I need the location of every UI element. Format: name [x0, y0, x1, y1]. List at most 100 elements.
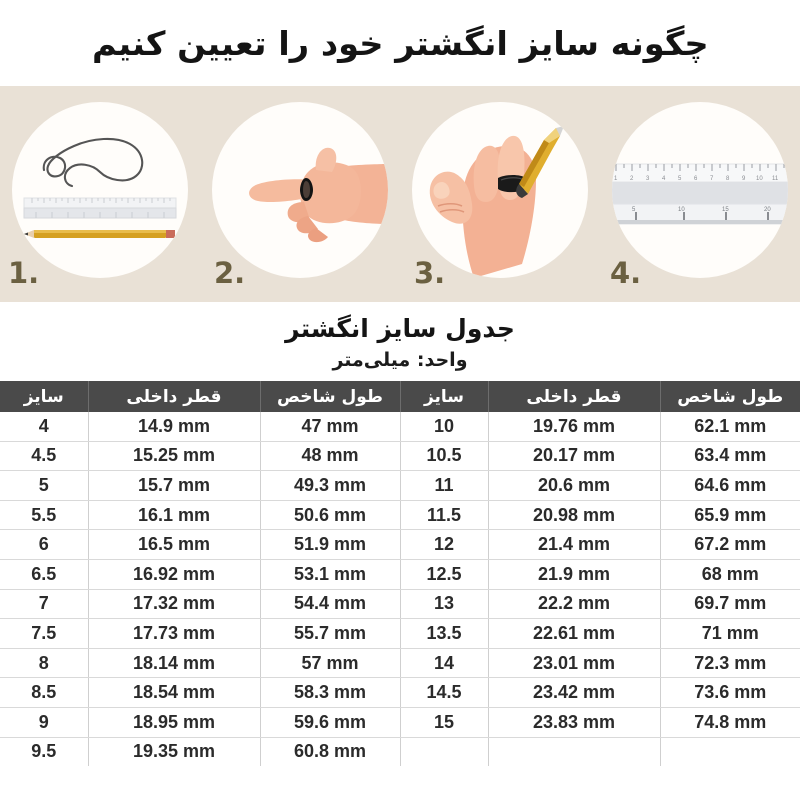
svg-text:7: 7 [710, 176, 714, 182]
cell-length-right: 68 mm [659, 559, 800, 590]
svg-text:6: 6 [694, 176, 698, 182]
cell-length-right: 72.3 mm [659, 648, 800, 679]
table-row: 6.5 16.92 mm 53.1 mm 12.5 21.9 mm 68 mm [0, 559, 800, 590]
table-unit-label: واحد: میلی‌متر [332, 349, 468, 371]
cell-size-right: 10 [399, 412, 489, 442]
cell-size-right: 13.5 [399, 618, 489, 649]
step-1-number: 1. [8, 256, 40, 290]
svg-text:10: 10 [678, 207, 685, 213]
column-header-length-left: طول شاخص [259, 381, 401, 412]
cell-diameter-left: 16.1 mm [87, 500, 261, 531]
svg-text:8: 8 [726, 176, 730, 182]
svg-text:2: 2 [630, 176, 634, 182]
cell-size-right: 14.5 [399, 677, 489, 708]
cell-length-left: 50.6 mm [259, 500, 401, 531]
cell-diameter-right: 21.9 mm [487, 559, 661, 590]
cell-diameter-left: 16.5 mm [87, 529, 261, 560]
cell-length-right: 62.1 mm [659, 412, 800, 442]
cell-diameter-right: 20.17 mm [487, 441, 661, 472]
cell-diameter-right: 23.01 mm [487, 648, 661, 679]
cell-size-left: 9 [0, 707, 89, 738]
cell-diameter-left: 17.73 mm [87, 618, 261, 649]
cell-length-left: 60.8 mm [259, 737, 401, 767]
cell-size-left: 5 [0, 470, 89, 501]
cell-diameter-right: 22.61 mm [487, 618, 661, 649]
string-ruler-pencil-icon [23, 137, 177, 238]
cell-size-right: 15 [399, 707, 489, 738]
cell-diameter-left: 18.54 mm [87, 677, 261, 708]
cell-size-left: 7 [0, 589, 89, 620]
step-4-illustration-circle: 1 2 3 4 5 6 7 8 9 10 11 5 10 15 20 [612, 102, 788, 278]
page-title-bar: چگونه سایز انگشتر خود را تعیین کنیم [0, 0, 800, 86]
cell-length-right: 65.9 mm [659, 500, 800, 531]
step-1: 1. [0, 86, 200, 302]
table-row: 5.5 16.1 mm 50.6 mm 11.5 20.98 mm 65.9 mm [0, 500, 800, 531]
table-row: 4 14.9 mm 47 mm 10 19.76 mm 62.1 mm [0, 412, 800, 442]
table-row: 7.5 17.73 mm 55.7 mm 13.5 22.61 mm 71 mm [0, 618, 800, 649]
page-title: چگونه سایز انگشتر خود را تعیین کنیم [91, 23, 709, 63]
cell-diameter-right: 20.6 mm [487, 470, 661, 501]
cell-length-left: 55.7 mm [259, 618, 401, 649]
svg-text:3: 3 [646, 176, 650, 182]
hand-marking-string-with-pencil-icon [429, 126, 564, 278]
cell-diameter-left: 15.7 mm [87, 470, 261, 501]
cell-size-left: 5.5 [0, 500, 89, 531]
cell-length-right: 69.7 mm [659, 589, 800, 620]
cell-diameter-left: 18.14 mm [87, 648, 261, 679]
cell-length-left: 49.3 mm [259, 470, 401, 501]
cell-length-right: 74.8 mm [659, 707, 800, 738]
cell-length-left: 57 mm [259, 648, 401, 679]
hand-pointing-with-ring-icon [249, 147, 388, 243]
ruler-measure-icon: 1 2 3 4 5 6 7 8 9 10 11 5 10 15 20 [612, 163, 788, 225]
table-header: سایز قطر داخلی طول شاخص سایز قطر داخلی ط… [0, 381, 800, 412]
svg-text:20: 20 [764, 207, 771, 213]
step-4-number: 4. [610, 256, 642, 290]
table-row: 8 18.14 mm 57 mm 14 23.01 mm 72.3 mm [0, 648, 800, 679]
cell-length-right: 64.6 mm [659, 470, 800, 501]
table-row: 6 16.5 mm 51.9 mm 12 21.4 mm 67.2 mm [0, 529, 800, 560]
step-2: 2. [200, 86, 400, 302]
svg-text:11: 11 [772, 176, 779, 182]
cell-size-left: 4 [0, 412, 89, 442]
table-row: 7 17.32 mm 54.4 mm 13 22.2 mm 69.7 mm [0, 589, 800, 620]
cell-size-left: 8.5 [0, 677, 89, 708]
column-header-size-left: سایز [0, 381, 89, 412]
cell-size-left: 4.5 [0, 441, 89, 472]
cell-size-right: 13 [399, 589, 489, 620]
svg-text:5: 5 [678, 176, 682, 182]
cell-length-right: 67.2 mm [659, 529, 800, 560]
cell-size-right: 10.5 [399, 441, 489, 472]
cell-size-right: 14 [399, 648, 489, 679]
table-heading-block: جدول سایز انگشتر واحد: میلی‌متر [0, 302, 800, 381]
cell-length-left: 53.1 mm [259, 559, 401, 590]
step-3-number: 3. [414, 256, 446, 290]
cell-length-right [659, 737, 800, 767]
step-1-illustration-circle [12, 102, 188, 278]
column-header-size-right: سایز [399, 381, 489, 412]
cell-size-left: 9.5 [0, 737, 89, 767]
column-header-diameter-right: قطر داخلی [487, 381, 661, 412]
cell-size-right [399, 737, 489, 767]
cell-length-right: 63.4 mm [659, 441, 800, 472]
table-header-row: سایز قطر داخلی طول شاخص سایز قطر داخلی ط… [0, 381, 800, 412]
cell-diameter-right: 23.42 mm [487, 677, 661, 708]
column-header-length-right: طول شاخص [659, 381, 800, 412]
cell-diameter-right [487, 737, 661, 767]
cell-size-right: 11 [399, 470, 489, 501]
column-header-diameter-left: قطر داخلی [87, 381, 261, 412]
cell-diameter-right: 23.83 mm [487, 707, 661, 738]
cell-length-right: 73.6 mm [659, 677, 800, 708]
cell-diameter-left: 16.92 mm [87, 559, 261, 590]
cell-size-left: 6 [0, 529, 89, 560]
table-row: 9.5 19.35 mm 60.8 mm [0, 737, 800, 767]
step-2-illustration-circle [212, 102, 388, 278]
cell-diameter-left: 17.32 mm [87, 589, 261, 620]
cell-size-left: 8 [0, 648, 89, 679]
cell-diameter-right: 22.2 mm [487, 589, 661, 620]
step-3: 3. [400, 86, 600, 302]
cell-size-left: 6.5 [0, 559, 89, 590]
table-row: 8.5 18.54 mm 58.3 mm 14.5 23.42 mm 73.6 mm [0, 677, 800, 708]
cell-length-left: 54.4 mm [259, 589, 401, 620]
table-row: 4.5 15.25 mm 48 mm 10.5 20.17 mm 63.4 mm [0, 441, 800, 472]
cell-size-left: 7.5 [0, 618, 89, 649]
